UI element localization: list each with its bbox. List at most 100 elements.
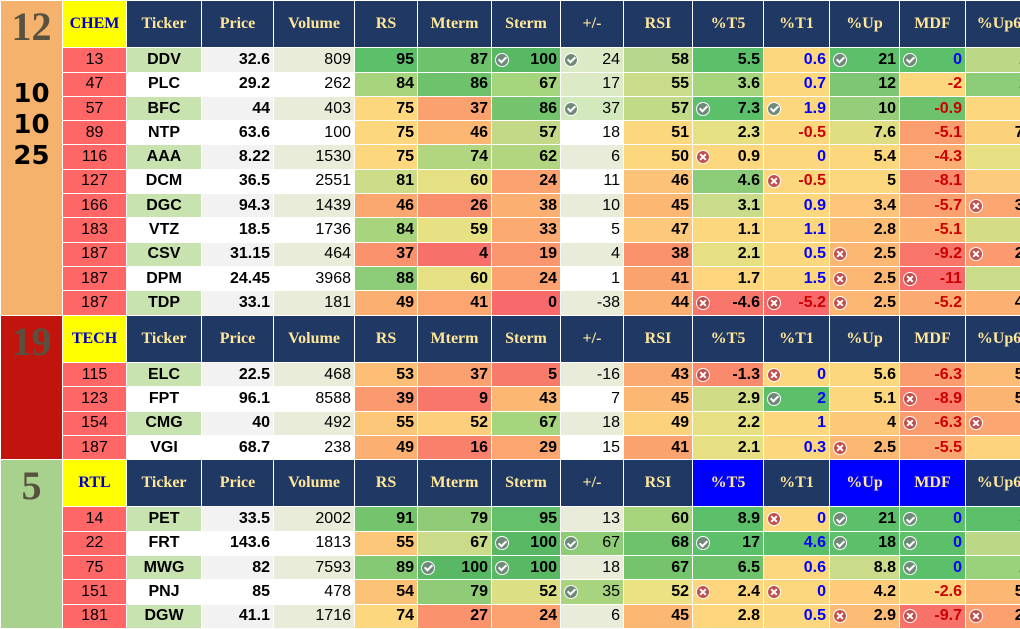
cell-value: 468: [324, 365, 351, 383]
table-row[interactable]: 166 DGC 94.3 1439 46 26 38 10 45 3.1 0.9 3.4 -5.7 3.4: [1, 193, 1020, 219]
column-header-mdf[interactable]: MDF: [899, 314, 966, 363]
column-header-t5[interactable]: %T5: [692, 0, 764, 49]
cell-mdf: -6.3: [899, 410, 966, 436]
column-header-pm[interactable]: +/-: [560, 314, 624, 363]
table-row[interactable]: 115 ELC 22.5 468 53 37 5 -16 43 -1.3 0 5.6 -6.3 5.6: [1, 361, 1020, 388]
column-header-mdf[interactable]: MDF: [899, 459, 966, 508]
column-header-sterm[interactable]: Sterm: [491, 0, 561, 49]
table-row[interactable]: 127 DCM 36.5 2551 81 60 24 11 46 4.6 -0.5 5 -8.19: [1, 168, 1020, 195]
cell-t1: 0.6: [763, 555, 830, 581]
cell-ticker: CMG: [126, 410, 202, 436]
group-label: RTL: [62, 459, 127, 508]
cell-value: -9.7: [934, 607, 962, 625]
table-row[interactable]: 151 PNJ 85 478 54 79 52 35 52 2.4 0 4.2 -2.6 5.4: [1, 579, 1020, 605]
cell-value: 187: [81, 245, 108, 263]
column-header-up[interactable]: %Up: [829, 0, 900, 49]
cell-t5: 3.6: [692, 71, 764, 97]
cell-value: 41.1: [238, 607, 270, 625]
cell-value: 5.6: [873, 365, 896, 383]
column-header-rs[interactable]: RS: [354, 314, 418, 363]
table-row[interactable]: 187 CSV 31.15 464 37 4 19 4 38 2.1 0.5 2.5 -9.2 2.5: [1, 241, 1020, 268]
column-header-mterm[interactable]: Mterm: [417, 0, 492, 49]
column-header-rs[interactable]: RS: [354, 459, 418, 508]
x-icon: [696, 367, 710, 382]
cell-value: CMG: [145, 414, 183, 432]
cell-volume: 478: [273, 579, 355, 605]
cell-value: 38: [539, 196, 557, 214]
cell-value: 18: [878, 534, 896, 552]
cell-sterm: 67: [491, 71, 561, 97]
cell-value: 181: [81, 607, 108, 625]
column-header-ticker[interactable]: Ticker: [126, 0, 202, 49]
column-header-mdf[interactable]: MDF: [899, 0, 966, 49]
cell-value: 8.22: [238, 148, 270, 166]
column-header-pm[interactable]: +/-: [560, 459, 624, 508]
table-row[interactable]: 47 PLC 29.2 262 84 86 67 17 55 3.6 0.7 12 -229: [1, 71, 1020, 97]
cell-value: 8588: [315, 389, 351, 407]
column-header-volume[interactable]: Volume: [273, 314, 355, 363]
cell-value: 3.1: [737, 196, 760, 214]
column-header-mterm[interactable]: Mterm: [417, 314, 492, 363]
column-header-rsi[interactable]: RSI: [623, 314, 693, 363]
column-header-ticker[interactable]: Ticker: [126, 314, 202, 363]
cell-value: 181: [324, 294, 351, 312]
cell-value: 60: [671, 510, 689, 528]
check-icon: [903, 536, 917, 551]
cell-value: 87: [470, 50, 488, 68]
column-header-ticker[interactable]: Ticker: [126, 459, 202, 508]
column-header-sterm[interactable]: Sterm: [491, 314, 561, 363]
table-row[interactable]: 187 DPM 24.45 3968 88 60 24 1 41 1.7 1.5 2.5 -1115: [1, 266, 1020, 292]
column-header-t1[interactable]: %T1: [763, 314, 830, 363]
cell-rs: 75: [354, 120, 418, 146]
table-row[interactable]: 75 MWG 82 7593 89 100 100 18 67 6.5 0.6 8.8 026: [1, 555, 1020, 581]
column-header-up65[interactable]: %Up65: [965, 314, 1020, 363]
column-header-sterm[interactable]: Sterm: [491, 459, 561, 508]
column-header-t5[interactable]: %T5: [692, 459, 764, 508]
column-header-t1[interactable]: %T1: [763, 459, 830, 508]
column-header-price[interactable]: Price: [201, 459, 274, 508]
column-header-volume[interactable]: Volume: [273, 0, 355, 49]
column-header-up65[interactable]: %Up65: [965, 0, 1020, 49]
table-row[interactable]: 89 NTP 63.6 100 75 46 57 18 51 2.3 -0.5 7.6 -5.1 7.6: [1, 120, 1020, 146]
group-header-row: 12 10 10 25 CHEM Ticker Price Volume RS Mterm Ster…: [0, 0, 1020, 316]
column-header-rsi[interactable]: RSI: [623, 0, 693, 49]
table-row[interactable]: 181 DGW 41.1 1716 74 27 24 6 45 2.8 0.5 2.9 -9.7 2.9: [1, 603, 1020, 629]
cell-value: -2: [947, 75, 962, 93]
cell-rs: 84: [354, 217, 418, 243]
cell-t5: 6.5: [692, 555, 764, 581]
cell-value: 24: [539, 172, 557, 190]
cell-value: -5.2: [934, 294, 962, 312]
column-header-t5[interactable]: %T5: [692, 314, 764, 363]
table-row[interactable]: 187 VGI 68.7 238 49 16 29 15 41 2.1 0.3 2.5 -5.58: [1, 434, 1020, 461]
column-header-up[interactable]: %Up: [829, 459, 900, 508]
cell-value: 24.45: [229, 269, 270, 287]
cell-value: 1439: [315, 196, 351, 214]
cell-value: 9: [479, 389, 488, 407]
cell-t5: 2.1: [692, 241, 764, 268]
column-header-price[interactable]: Price: [201, 314, 274, 363]
column-header-rs[interactable]: RS: [354, 0, 418, 49]
x-icon: [969, 198, 983, 213]
cell-pm: -38: [560, 290, 624, 316]
column-header-up65[interactable]: %Up65: [965, 459, 1020, 508]
table-row[interactable]: 116 AAA 8.22 1530 75 74 62 6 50 0.9 0 5.4 -4.311: [1, 144, 1020, 170]
cell-up: 4.2: [829, 579, 900, 605]
table-row[interactable]: 183 VTZ 18.5 1736 84 59 33 5 47 1.1 1.1 2.8 -5.114: [1, 217, 1020, 243]
column-header-t1[interactable]: %T1: [763, 0, 830, 49]
cell-sterm: 100: [491, 555, 561, 581]
column-header-pm[interactable]: +/-: [560, 0, 624, 49]
cell-rs: 49: [354, 290, 418, 316]
table-row[interactable]: 123 FPT 96.1 8588 39 9 43 7 45 2.9 2 5.1 -8.9 5.1: [1, 386, 1020, 412]
column-header-mterm[interactable]: Mterm: [417, 459, 492, 508]
column-header-price[interactable]: Price: [201, 0, 274, 49]
column-header-rsi[interactable]: RSI: [623, 459, 693, 508]
table-row[interactable]: 187 TDP 33.1 181 49 41 0 -38 44 -4.6 -5.2 2.5 -5.2 4.…: [1, 290, 1020, 316]
column-header-up[interactable]: %Up: [829, 314, 900, 363]
cell-value: 4: [479, 245, 488, 263]
column-header-volume[interactable]: Volume: [273, 459, 355, 508]
